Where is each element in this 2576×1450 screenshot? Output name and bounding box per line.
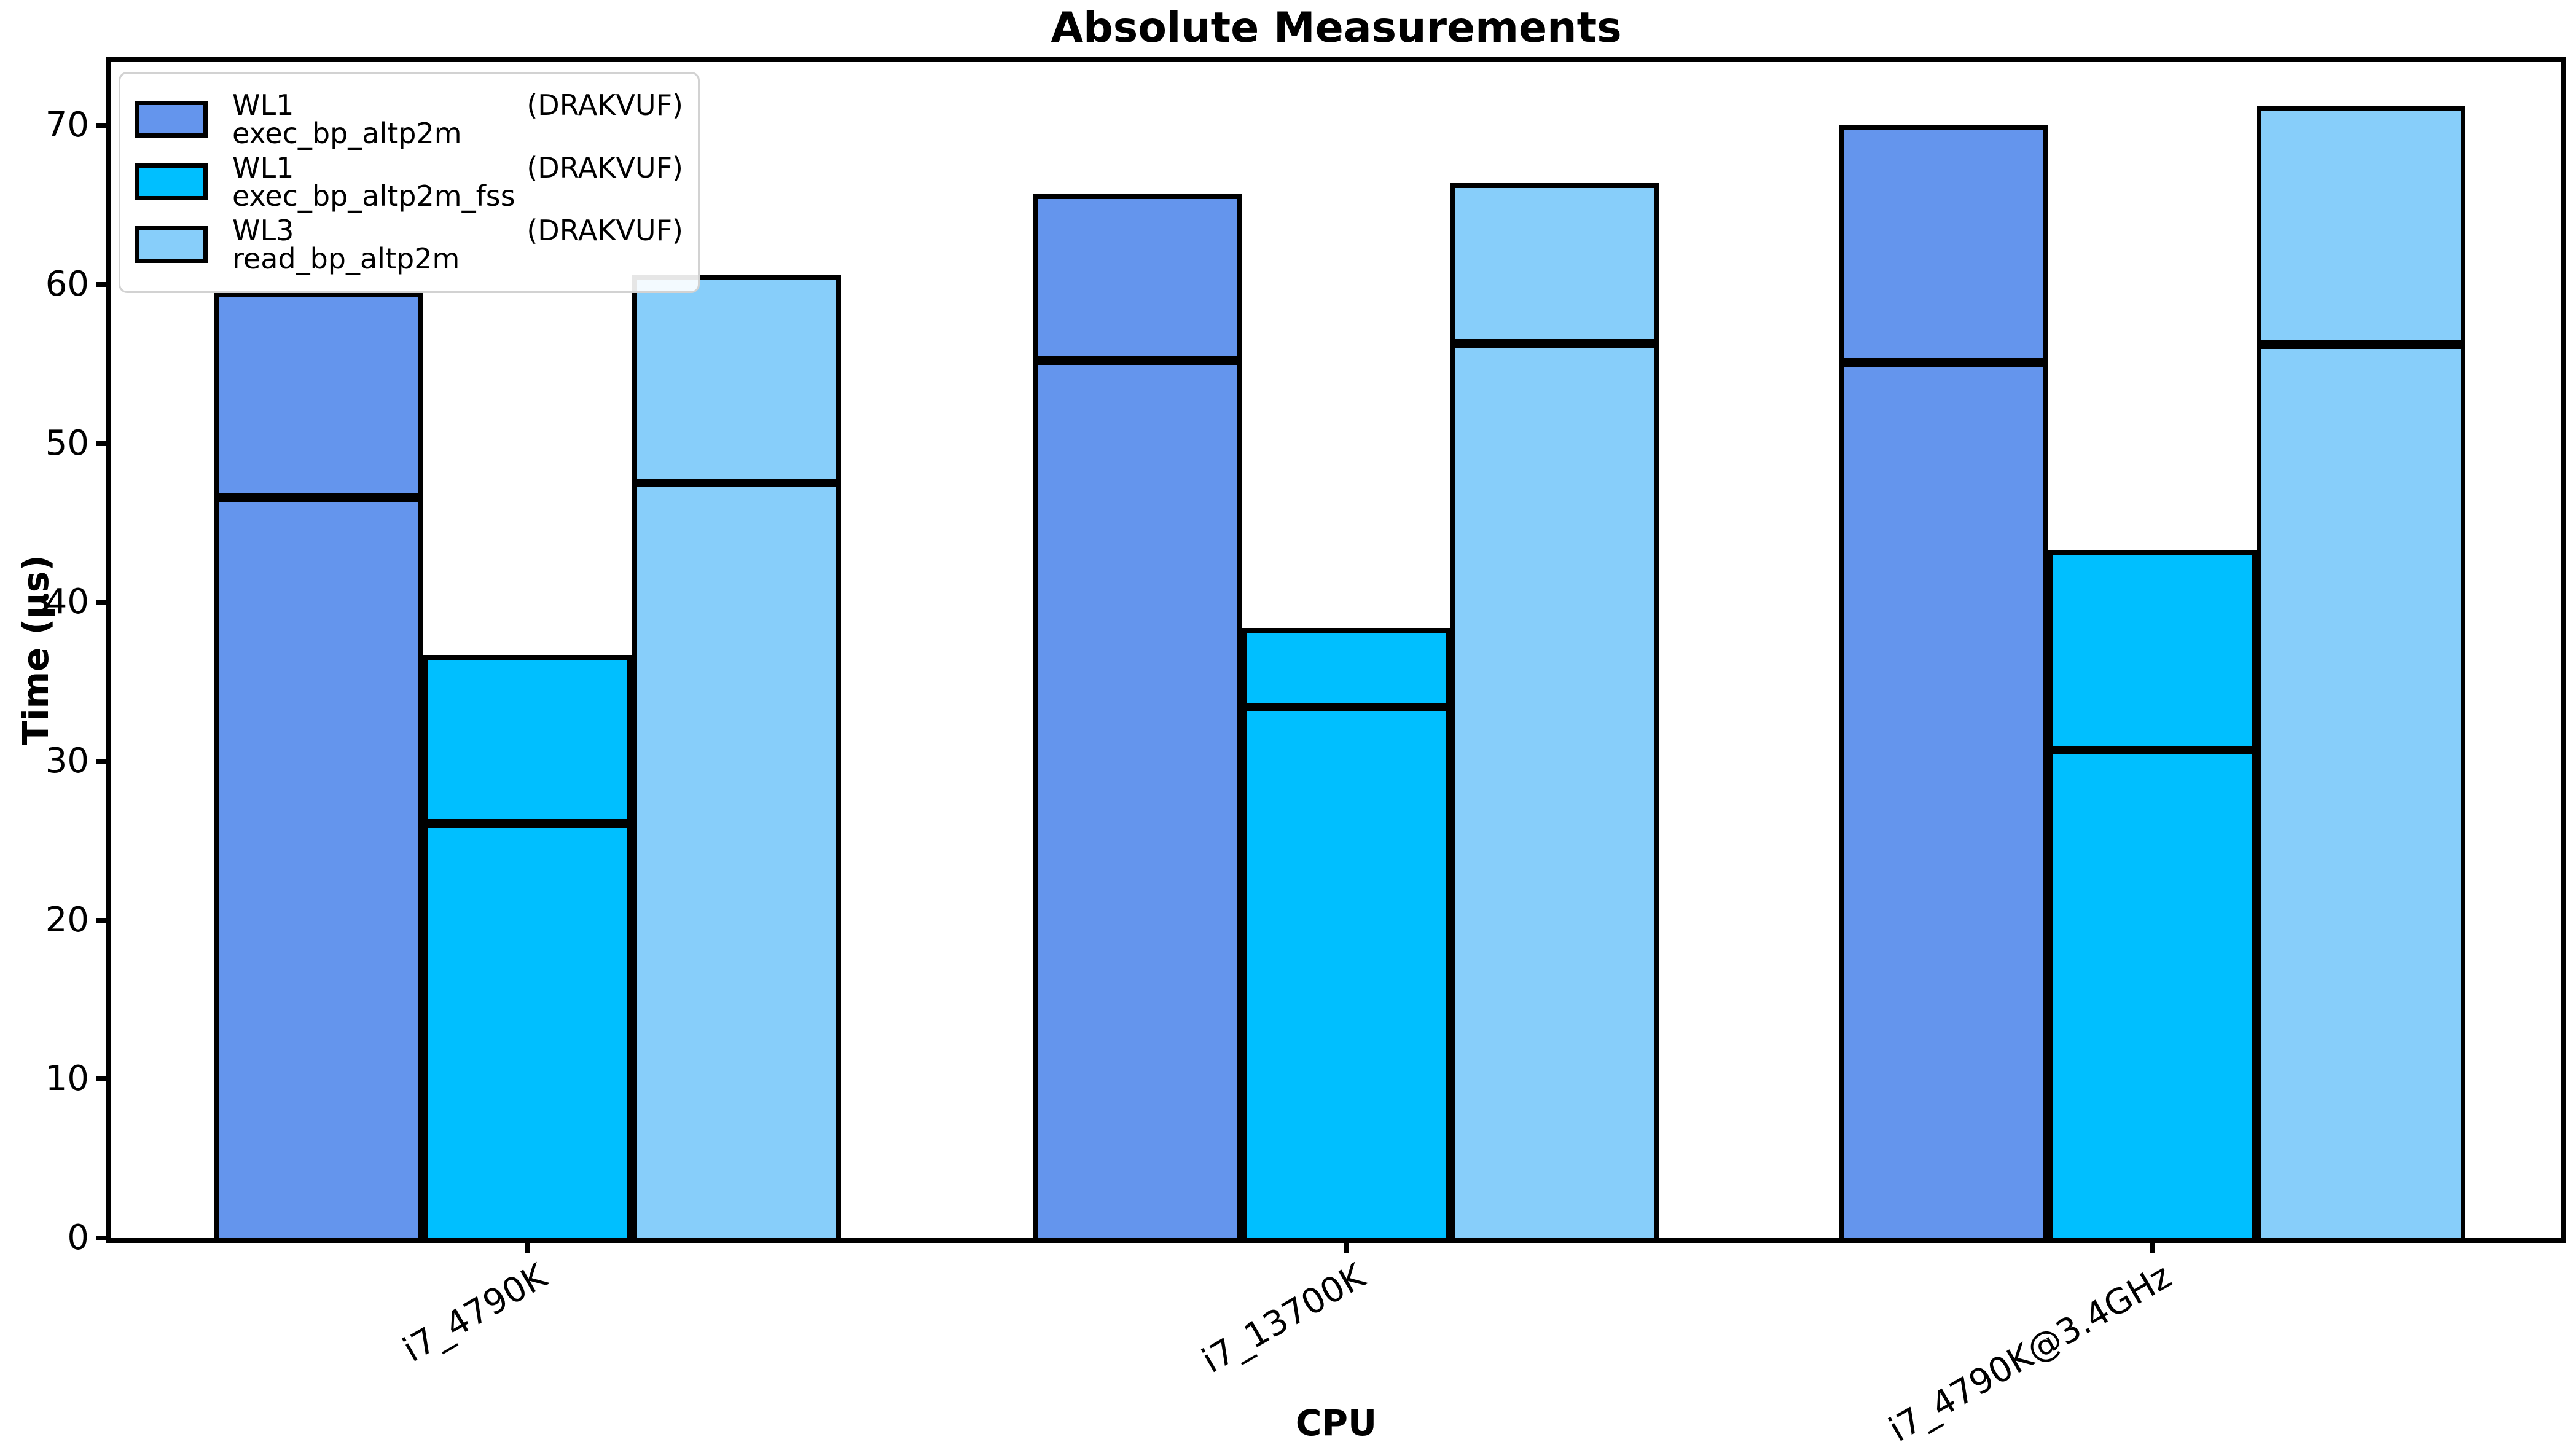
y-tick-label: 0 [67,1218,89,1258]
bar-WL1-exec_bp_altp2m_fss-i7_4790K-3-4GHz [2047,550,2257,1238]
legend-swatch [135,226,208,263]
y-tick-label: 40 [45,582,89,622]
legend-label: WL3 read_bp_altp2m [232,214,460,275]
y-tick-mark [96,282,106,288]
median-line [1032,356,1242,366]
bar-WL1-exec_bp_altp2m-i7_4790K [214,292,423,1238]
legend-row: WL1 exec_bp_altp2m (DRAKVUF) [135,91,683,147]
y-tick-label: 70 [45,105,89,146]
bar-WL3-read_bp_altp2m-i7_13700K [1450,182,1660,1238]
x-tick-mark [525,1243,530,1253]
legend-suffix: (DRAKVUF) [527,151,683,184]
y-tick-label: 60 [45,264,89,305]
bar-WL3-read_bp_altp2m-i7_4790K-3-4GHz [2257,106,2466,1238]
x-axis-label: CPU [1295,1402,1377,1444]
y-tick-label: 10 [45,1059,89,1099]
median-line [2257,340,2466,350]
legend-suffix: (DRAKVUF) [527,214,683,247]
bar-WL1-exec_bp_altp2m_fss-i7_4790K [423,654,633,1238]
y-tick-label: 50 [45,423,89,463]
y-tick-mark [96,917,106,923]
plot-area: 0 10 20 30 40 50 60 70 i7_4790K i7_13700K i7_4790K… [45,57,2566,1450]
x-tick-label: i7_4790K [396,1256,554,1371]
median-line [1838,358,2048,367]
legend-row: WL1 exec_bp_altp2m_fss (DRAKVUF) [135,154,683,210]
bar-WL1-exec_bp_altp2m-i7_13700K [1032,194,1242,1238]
bar-WL3-read_bp_altp2m-i7_4790K [632,275,842,1238]
bar-WL1-exec_bp_altp2m-i7_4790K-3-4GHz [1838,125,2048,1238]
median-line [214,493,423,502]
legend: WL1 exec_bp_altp2m (DRAKVUF) WL1 exec_bp_… [119,72,700,293]
legend-swatch [135,163,208,200]
median-line [423,818,633,828]
legend-label: WL1 exec_bp_altp2m_fss [232,151,515,213]
y-tick-label: 20 [45,899,89,940]
y-tick-mark [96,441,106,446]
axis-layer: 0 10 20 30 40 50 60 70 i7_4790K i7_13700K i7_4790K… [45,62,2561,1450]
bars-layer [111,62,2561,1238]
y-tick-mark [96,1236,106,1240]
median-line [1241,703,1451,712]
y-tick-label: 30 [45,741,89,782]
x-tick-mark [1343,1243,1349,1253]
y-tick-mark [96,1076,106,1082]
median-line [1450,339,1660,348]
median-line [2047,745,2257,754]
x-tick-mark [2150,1243,2155,1253]
legend-swatch [135,101,208,138]
legend-label: WL1 exec_bp_altp2m [232,88,462,150]
legend-row: WL3 read_bp_altp2m (DRAKVUF) [135,216,683,273]
y-tick-mark [96,123,106,128]
y-tick-mark [96,600,106,605]
bar-WL1-exec_bp_altp2m_fss-i7_13700K [1241,627,1451,1238]
x-tick-label: i7_13700K [1195,1256,1372,1381]
y-tick-mark [96,759,106,764]
legend-suffix: (DRAKVUF) [527,88,683,122]
chart-title: Absolute Measurements [1051,4,1622,52]
median-line [632,479,842,488]
